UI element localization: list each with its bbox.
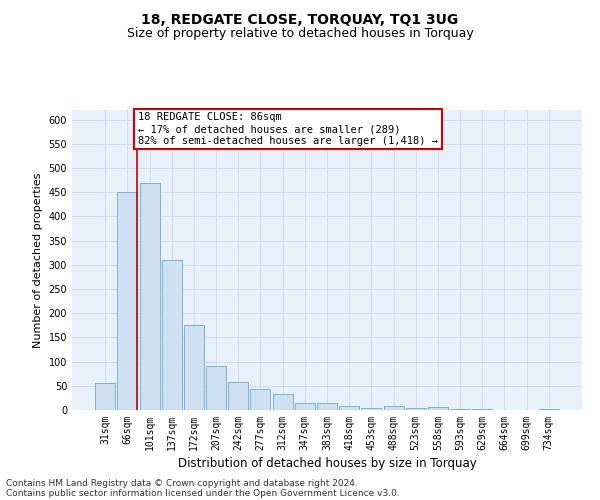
Bar bbox=[383, 406, 404, 410]
X-axis label: Distribution of detached houses by size in Torquay: Distribution of detached houses by size … bbox=[178, 457, 476, 470]
Bar bbox=[339, 406, 359, 410]
Bar bbox=[361, 408, 382, 410]
Bar bbox=[206, 366, 226, 410]
Bar bbox=[295, 402, 315, 410]
Bar bbox=[95, 384, 115, 410]
Y-axis label: Number of detached properties: Number of detached properties bbox=[33, 172, 43, 348]
Bar bbox=[406, 408, 426, 410]
Bar bbox=[184, 326, 204, 410]
Bar bbox=[428, 406, 448, 410]
Bar bbox=[272, 394, 293, 410]
Bar bbox=[472, 409, 492, 410]
Text: Contains HM Land Registry data © Crown copyright and database right 2024.: Contains HM Land Registry data © Crown c… bbox=[6, 478, 358, 488]
Bar bbox=[140, 182, 160, 410]
Text: 18, REDGATE CLOSE, TORQUAY, TQ1 3UG: 18, REDGATE CLOSE, TORQUAY, TQ1 3UG bbox=[142, 12, 458, 26]
Bar bbox=[162, 260, 182, 410]
Bar bbox=[317, 402, 337, 410]
Text: 18 REDGATE CLOSE: 86sqm
← 17% of detached houses are smaller (289)
82% of semi-d: 18 REDGATE CLOSE: 86sqm ← 17% of detache… bbox=[138, 112, 438, 146]
Bar bbox=[228, 382, 248, 410]
Text: Size of property relative to detached houses in Torquay: Size of property relative to detached ho… bbox=[127, 28, 473, 40]
Bar bbox=[250, 389, 271, 410]
Bar bbox=[539, 409, 559, 410]
Bar bbox=[450, 409, 470, 410]
Bar bbox=[118, 192, 137, 410]
Text: Contains public sector information licensed under the Open Government Licence v3: Contains public sector information licen… bbox=[6, 488, 400, 498]
